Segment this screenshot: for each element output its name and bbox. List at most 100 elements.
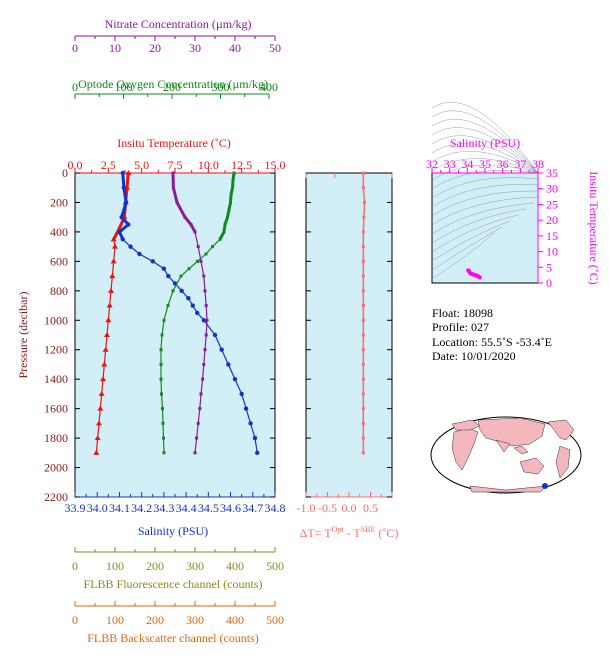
pressure-tick-label: 1000 — [44, 313, 68, 327]
ts-isopycnal-line — [431, 208, 527, 244]
oxygen-point — [159, 377, 163, 381]
fluorescence-axis-title: FLBB Fluorescence channel (counts) — [84, 577, 263, 591]
fluorescence-axis-tick-label: 500 — [266, 559, 284, 573]
ts-isopycnal-line — [431, 196, 539, 226]
oxygen-axis-tick-label: 200 — [163, 80, 181, 94]
ts-isopycnal-line — [431, 226, 503, 271]
temperature-point — [98, 390, 105, 396]
ts-salinity-axis-tick-label: 33 — [444, 157, 456, 171]
ts-temperature-tick-label: 35 — [546, 166, 558, 180]
fluorescence-axis-tick-label: 200 — [146, 559, 164, 573]
ts-isopycnal-line — [431, 127, 539, 174]
temperature-axis-tick-label: 2.5 — [101, 158, 116, 172]
nitrate-axis-tick-label: 20 — [149, 41, 161, 55]
ts-isopycnal-line — [431, 184, 539, 208]
temperature-point — [93, 449, 100, 455]
delta-t-point — [361, 171, 365, 175]
salinity-point — [120, 237, 125, 242]
oxygen-axis-tick-label: 300 — [212, 80, 230, 94]
salinity-point — [255, 450, 260, 456]
ts-isopycnal-line — [431, 151, 539, 174]
oxygen-point — [159, 348, 163, 352]
salinity-point — [190, 303, 195, 308]
temperature-point — [110, 258, 117, 264]
fluorescence-axis-tick-label: 100 — [106, 559, 124, 573]
delta-t-axis-tick-label: 0.0 — [342, 501, 357, 515]
nitrate-point — [204, 333, 208, 337]
oxygen-point — [223, 223, 227, 227]
ts-isopycnal-line — [431, 135, 539, 174]
oxygen-point — [166, 304, 170, 308]
oxygen-point — [218, 237, 222, 241]
ts-isopycnal-lines — [431, 101, 539, 280]
ts-isopycnal-line — [431, 158, 539, 174]
profile-number: Profile: 027 — [432, 320, 489, 334]
ts-isopycnal-line — [431, 220, 511, 262]
oxygen-point — [226, 215, 229, 219]
fluorescence-axis-tick-label: 0 — [72, 559, 78, 573]
backscatter-axis-tick-label: 400 — [226, 613, 244, 627]
temperature-point — [102, 346, 109, 352]
temperature-point — [94, 435, 101, 441]
pressure-tick-label: 0 — [62, 166, 68, 180]
salinity-axis-tick-label: 34.0 — [87, 501, 108, 515]
delta-t-point — [361, 186, 365, 190]
salinity-axis-tick-label: 34.4 — [176, 501, 197, 515]
delta-t-point — [361, 318, 365, 322]
ts-temperature-tick-label: 0 — [546, 276, 552, 290]
temperature-point — [96, 420, 102, 426]
salinity-axis-tick-label: 34.3 — [153, 501, 174, 515]
oxygen-point — [231, 186, 234, 190]
nitrate-point — [193, 451, 197, 455]
delta-t-point — [361, 377, 365, 381]
oxygen-point — [232, 171, 236, 175]
salinity-point — [117, 229, 122, 235]
salinity-point — [186, 295, 191, 301]
temperature-point — [100, 376, 106, 382]
salinity-point — [195, 310, 200, 316]
oxygen-point — [187, 267, 191, 271]
delta-t-point — [361, 392, 365, 396]
oxygen-point — [222, 230, 226, 234]
delta-t-point — [361, 421, 365, 425]
delta-t-line — [362, 173, 366, 453]
nitrate-point — [193, 230, 197, 234]
nitrate-point — [199, 392, 203, 396]
salinity-point — [232, 376, 238, 382]
nitrate-point — [171, 171, 175, 175]
salinity-axis-tick-label: 34.6 — [220, 501, 241, 515]
salinity-axis-tick-label: 34.2 — [131, 501, 152, 515]
ts-temperature-tick-label: 25 — [546, 197, 558, 211]
ts-salinity-axis-tick-label: 34 — [461, 157, 473, 171]
nitrate-point — [202, 362, 206, 366]
oxygen-point — [179, 274, 183, 278]
float-id: Float: 18098 — [432, 306, 493, 320]
ts-isopycnal-line — [431, 110, 539, 174]
pressure-tick-label: 200 — [50, 195, 68, 209]
nitrate-axis-title: Nitrate Concentration (µm/kg) — [105, 17, 252, 31]
salinity-point — [212, 332, 218, 338]
temperature-point — [112, 243, 118, 249]
oxygen-point — [229, 193, 233, 197]
oxygen-point — [161, 421, 165, 425]
delta-t-point — [361, 259, 365, 263]
nitrate-point — [196, 421, 200, 425]
salinity-point — [166, 273, 171, 279]
location: Location: 55.5˚S -53.4˚E — [432, 335, 552, 349]
temperature-axis-tick-label: 0.0 — [68, 158, 83, 172]
delta-t-axis-tick-label: -1.0 — [297, 501, 316, 515]
oxygen-axis-tick-label: 400 — [260, 80, 278, 94]
delta-t-point — [362, 200, 366, 204]
ts-isopycnal-line — [431, 143, 539, 174]
nitrate-point — [201, 377, 205, 381]
oxygen-point — [159, 362, 163, 366]
ts-temperature-tick-label: 15 — [546, 229, 558, 243]
oxygen-point — [211, 245, 214, 249]
nitrate-axis-tick-label: 0 — [72, 41, 78, 55]
delta-t-point — [361, 230, 365, 234]
salinity-point — [120, 170, 125, 176]
nitrate-axis-tick-label: 40 — [229, 41, 241, 55]
temperature-point — [106, 302, 113, 308]
oxygen-point — [160, 333, 164, 337]
pressure-tick-label: 800 — [50, 284, 68, 298]
